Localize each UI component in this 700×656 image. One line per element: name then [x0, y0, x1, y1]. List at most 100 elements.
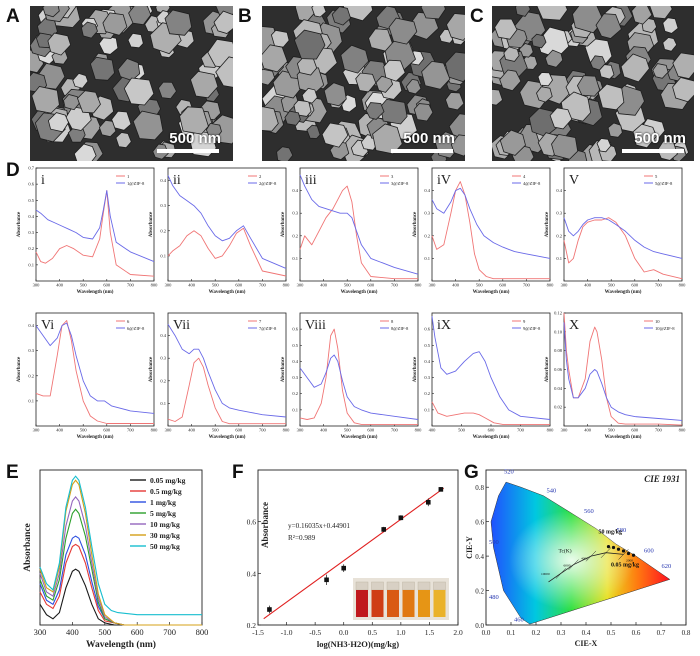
series-line-2: [299, 354, 419, 420]
x-tick-label: 400: [188, 283, 196, 288]
vial: [433, 590, 446, 617]
x-tick-label: 700: [655, 283, 663, 288]
y-tick-label: 0.2: [160, 378, 166, 383]
x-axis-label: Wavelength (nm): [209, 435, 246, 440]
crystal-particle: [518, 43, 534, 58]
x-tick-label: 0.2: [532, 629, 541, 637]
crystal-particle: [365, 102, 385, 120]
vial: [387, 590, 399, 617]
legend-label: 10 mg/kg: [150, 520, 180, 529]
crystal-particle: [98, 35, 119, 55]
x-tick-label: 800: [679, 428, 687, 433]
crystal-particle: [499, 129, 526, 156]
x-tick-label: 300: [297, 283, 305, 288]
plot-frame: [299, 312, 419, 427]
x-tick-label: -0.5: [309, 628, 321, 637]
y-tick-label: 0.8: [475, 484, 484, 492]
y-tick-label: 0.4: [247, 569, 257, 578]
crystal-particle: [445, 92, 465, 111]
fit-equation: y=0.16035x+0.44901: [288, 522, 350, 530]
crystal-particle: [89, 56, 115, 81]
scale-bar-b: [391, 149, 453, 153]
y-axis-label: Absorbance: [545, 211, 550, 237]
crystal-particle: [596, 138, 612, 153]
x-axis-label: Wavelength (nm): [209, 290, 246, 295]
x-tick-label: 700: [127, 283, 135, 288]
spectrum-plot-9: 400 500 600 700 800 0.1 0.2 0.3 0.4 0.5 0.6 Wavelen…: [413, 312, 554, 440]
vial: [356, 590, 368, 617]
annotation-tc: Tc(K): [559, 548, 572, 555]
y-tick-label: 0.1: [292, 256, 298, 261]
y-tick-label: 0.6: [475, 519, 484, 527]
chart-f: -1.5 -1.0 -0.5 0.0 0.5 1.0 1.5 2.0 0.2 0.4 0.6 log(…: [247, 469, 463, 649]
legend-label: 9: [523, 319, 526, 324]
x-tick-label: 500: [608, 428, 616, 433]
crystal-particle: [262, 68, 276, 86]
series-line-2: [431, 316, 551, 420]
crystal-particle: [536, 86, 553, 103]
x-tick-label: 2.0: [453, 628, 463, 637]
x-tick-label: 400: [56, 428, 64, 433]
panel-label-g: G: [464, 462, 479, 483]
crystal-particle: [380, 98, 408, 125]
x-tick-label: 1.5: [425, 628, 435, 637]
y-tick-label: 0.2: [28, 246, 34, 251]
spectrum-plot-8: 300 400 500 600 700 800 0.1 0.2 0.3 0.4 0.5 0.6 Wave…: [281, 312, 422, 440]
crystal-particle: [421, 60, 451, 90]
legend-label: 1: [127, 174, 130, 179]
annotation-high: 50 mg/kg: [599, 530, 623, 536]
x-tick-label: 600: [103, 428, 111, 433]
series-line-1: [431, 401, 550, 425]
y-tick-label: 0.10: [554, 329, 563, 334]
y-tick-label: 0.3: [160, 203, 166, 208]
crystal-particle: [662, 37, 678, 52]
crystal-particle: [276, 146, 294, 161]
legend-label: 1 mg/kg: [150, 498, 176, 507]
series-line-2: [563, 217, 683, 259]
crystal-particle: [73, 143, 97, 161]
y-tick-label: 0.5: [424, 343, 430, 348]
crystal-particle: [63, 94, 80, 111]
crystal-particle: [494, 18, 518, 40]
legend-label: 30 mg/kg: [150, 531, 180, 540]
wavelength-label: 520: [504, 468, 514, 475]
fit-line: [263, 487, 445, 620]
x-tick-label: 0.0: [339, 628, 349, 637]
y-tick-label: 0.2: [475, 588, 484, 596]
y-tick-label: 0.2: [247, 621, 257, 630]
spectrum-roman-label: Vi: [41, 318, 54, 333]
x-tick-label: 0.0: [482, 629, 491, 637]
panel-label-f: F: [232, 462, 244, 483]
series-line-2: [299, 174, 419, 275]
y-tick-label: 0.3: [28, 230, 34, 235]
series-line-2: [563, 322, 683, 421]
y-tick-label: 0.3: [292, 375, 298, 380]
x-tick-label: -1.5: [252, 628, 264, 637]
plot-frame: [35, 312, 155, 427]
y-tick-label: 0.6: [424, 327, 430, 332]
legend-label: 7@ZIF-8: [259, 326, 277, 331]
crystal-particle: [190, 70, 219, 99]
scale-bar-label-a: 500 nm: [169, 130, 221, 147]
spectrum-roman-label: i: [41, 173, 45, 188]
legend-label: 2@ZIF-8: [259, 181, 277, 186]
y-axis-label: Absorbance: [413, 211, 418, 237]
y-axis-label: Absorbance: [281, 211, 286, 237]
crystal-particle: [342, 6, 374, 22]
y-tick-label: 0.2: [160, 228, 166, 233]
x-axis-label: Wavelength (nm): [86, 639, 156, 650]
series-line-1: [167, 227, 287, 277]
x-tick-label: 800: [415, 283, 423, 288]
x-tick-label: 0.5: [607, 629, 616, 637]
crystal-particle: [372, 123, 403, 155]
x-tick-label: 800: [151, 428, 159, 433]
y-tick-label: 0.3: [160, 356, 166, 361]
x-tick-label: 800: [283, 428, 291, 433]
y-axis-label: Absorbance: [149, 356, 154, 382]
spectrum-plot-2: 300 400 500 600 700 800 0.1 0.2 0.3 0.4 Wavelength…: [149, 167, 290, 295]
crystal-particle: [301, 87, 318, 104]
x-tick-label: 0.7: [657, 629, 666, 637]
y-tick-label: 0.2: [292, 391, 298, 396]
y-tick-label: 0.4: [424, 359, 430, 364]
x-axis-label: Wavelength (nm): [341, 435, 378, 440]
